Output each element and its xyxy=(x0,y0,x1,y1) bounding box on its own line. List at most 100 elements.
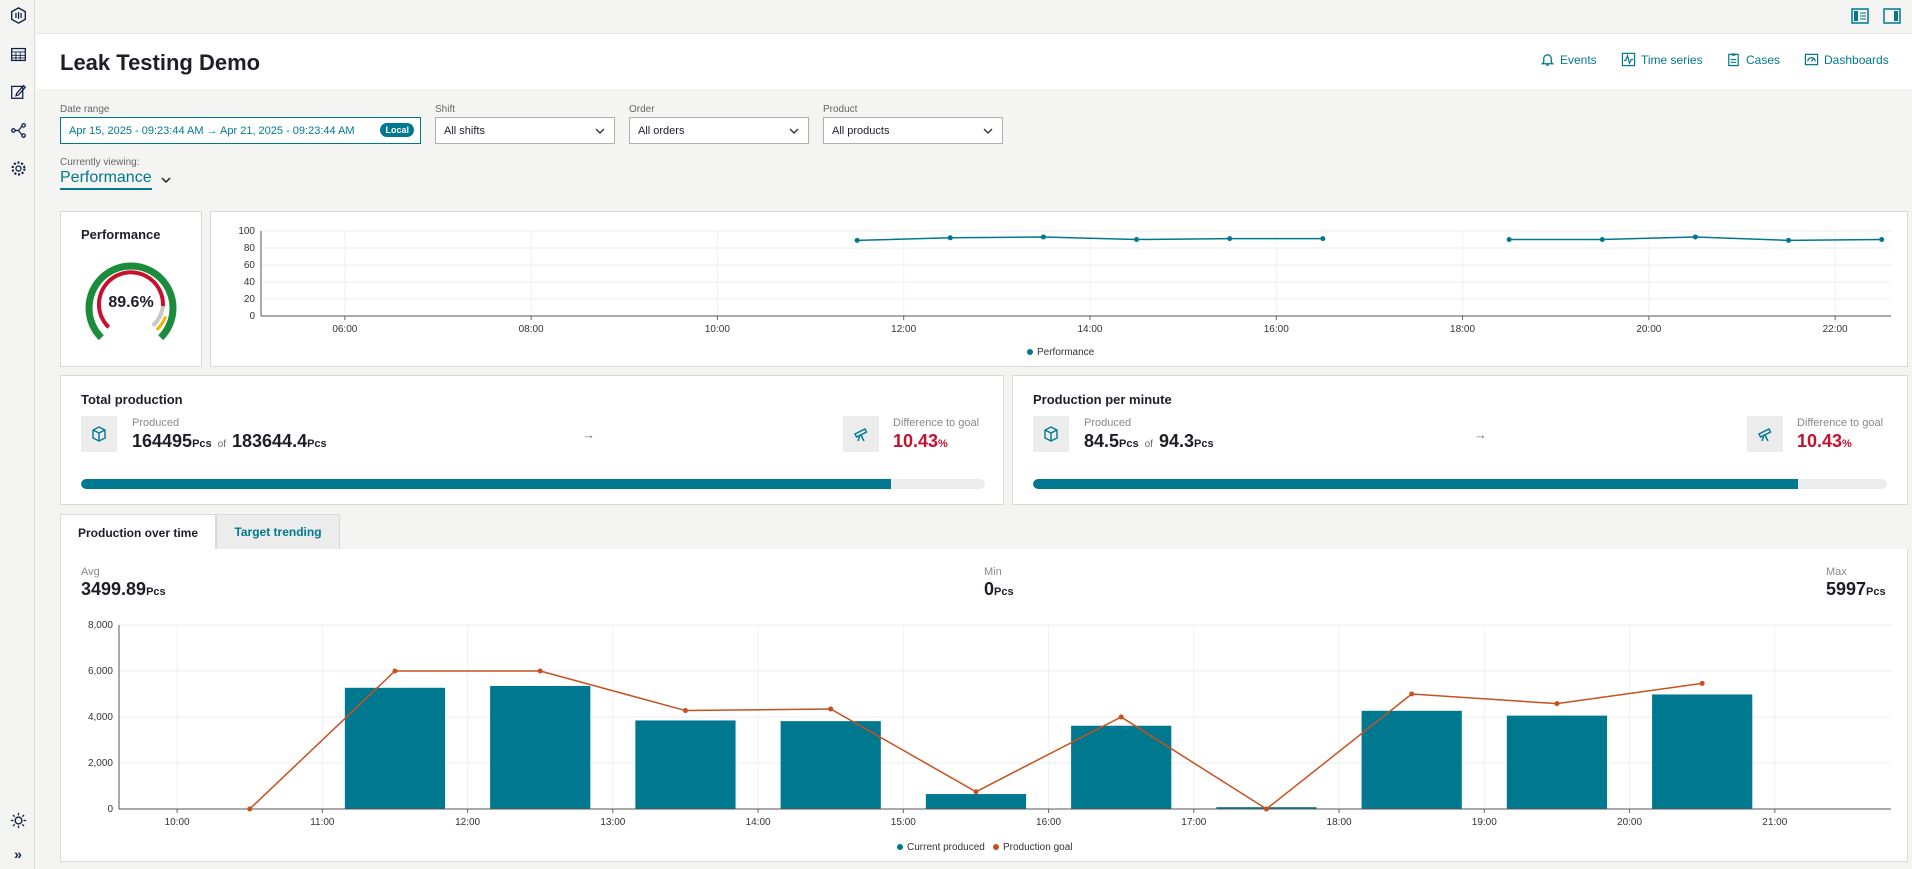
sidebar: » xyxy=(0,0,35,869)
nav-dashboards-label: Dashboards xyxy=(1824,52,1889,67)
avg-label: Avg xyxy=(81,566,100,578)
viewing-select[interactable]: Performance xyxy=(60,169,172,190)
share-nodes-icon[interactable] xyxy=(9,121,27,139)
y-tick-label: 80 xyxy=(244,243,256,254)
expand-icon[interactable]: » xyxy=(14,846,22,862)
x-tick-label: 16:00 xyxy=(1036,817,1061,828)
production-goal-point xyxy=(247,806,253,812)
performance-point xyxy=(1786,237,1792,243)
produced-label: Produced xyxy=(132,417,180,429)
nav-time-series[interactable]: Time series xyxy=(1621,52,1703,67)
bar-current-produced xyxy=(1361,710,1462,809)
y-tick-label: 8,000 xyxy=(88,620,113,631)
min-number: 0 xyxy=(984,579,995,599)
gear-icon[interactable] xyxy=(9,159,27,177)
top-strip xyxy=(36,0,1912,34)
nav-dashboards[interactable]: Dashboards xyxy=(1804,52,1889,67)
production-goal-point xyxy=(1554,701,1560,707)
x-tick-label: 14:00 xyxy=(1077,324,1102,335)
total-production-progress xyxy=(81,479,985,489)
tab-production-over-time[interactable]: Production over time xyxy=(60,514,216,550)
percent-label: % xyxy=(1842,438,1852,450)
x-tick-label: 11:00 xyxy=(310,817,335,828)
produced-label: Produced xyxy=(1084,417,1132,429)
total-production-title: Total production xyxy=(81,392,183,407)
order-select[interactable]: All orders xyxy=(629,117,809,144)
total-diff-value: 10.43% xyxy=(893,431,948,452)
of-label: of xyxy=(1144,439,1153,450)
x-tick-label: 12:00 xyxy=(455,817,480,828)
performance-point xyxy=(854,237,860,243)
production-combo-chart: 0 2,000 4,000 6,000 8,000 10:00 11:00 12:00 13:0… xyxy=(88,620,1891,853)
performance-line-chart: 0 20 40 60 80 100 06:00 08:00 10:00 12:00 14:00 16:… xyxy=(238,226,1891,358)
edit-icon[interactable] xyxy=(9,82,27,100)
product-select[interactable]: All products xyxy=(823,117,1003,144)
bar-current-produced xyxy=(925,794,1027,809)
total-diff-number: 10.43 xyxy=(893,431,939,451)
max-label: Max xyxy=(1826,566,1847,578)
calendar-grid-icon[interactable] xyxy=(9,45,27,63)
x-tick-label: 16:00 xyxy=(1264,324,1289,335)
app-logo-icon[interactable] xyxy=(9,6,27,24)
nav-events[interactable]: Events xyxy=(1540,52,1597,67)
panel-left-icon[interactable] xyxy=(1850,7,1870,25)
legend-label-goal: Production goal xyxy=(1003,842,1073,853)
tab-target-trending[interactable]: Target trending xyxy=(216,514,340,550)
performance-line xyxy=(857,236,1323,242)
production-goal-point xyxy=(1263,806,1269,812)
y-tick-label: 0 xyxy=(249,311,255,322)
page-header: Leak Testing Demo Events Time series Cas… xyxy=(36,34,1912,89)
performance-point xyxy=(1506,237,1512,242)
percent-label: % xyxy=(938,438,948,450)
sun-icon[interactable] xyxy=(9,811,27,829)
bar-current-produced xyxy=(1071,725,1172,809)
nav-events-label: Events xyxy=(1560,52,1597,67)
production-per-minute-card: Production per minute Produced 84.5Pcs of… xyxy=(1012,375,1908,505)
box-icon xyxy=(1033,416,1069,452)
x-tick-label: 12:00 xyxy=(891,324,916,335)
bar-current-produced xyxy=(1506,715,1608,809)
page-title: Leak Testing Demo xyxy=(60,50,261,75)
ppm-diff-value: 10.43% xyxy=(1797,431,1852,452)
x-tick-label: 19:00 xyxy=(1472,817,1497,828)
legend-marker-current xyxy=(897,844,903,850)
nav-cases-label: Cases xyxy=(1746,52,1781,67)
bar-current-produced xyxy=(780,721,881,809)
performance-gauge xyxy=(85,262,177,341)
production-goal-point xyxy=(828,706,834,712)
unit-label: Pcs xyxy=(146,586,166,598)
y-tick-label: 6,000 xyxy=(88,666,113,677)
performance-point xyxy=(1040,234,1046,240)
ppm-goal-number: 94.3 xyxy=(1158,431,1195,451)
arrow-right-icon: → xyxy=(1474,427,1487,442)
performance-point xyxy=(1320,236,1326,242)
bar-current-produced xyxy=(635,720,736,809)
x-tick-label: 10:00 xyxy=(705,324,730,335)
x-tick-label: 22:00 xyxy=(1823,324,1848,335)
legend-label: Performance xyxy=(1037,347,1095,358)
date-range-value: Apr 15, 2025 - 09:23:44 AM → Apr 21, 202… xyxy=(69,124,355,137)
total-produced-number: 164495 xyxy=(132,431,193,451)
chevron-down-icon xyxy=(983,128,993,134)
diff-goal-label: Difference to goal xyxy=(893,417,980,429)
legend-marker-goal xyxy=(993,844,999,850)
total-production-progress-fill xyxy=(81,479,891,489)
production-goal-point xyxy=(1118,714,1124,720)
ppm-diff-number: 10.43 xyxy=(1797,431,1843,451)
shift-select[interactable]: All shifts xyxy=(435,117,615,144)
unit-label: Pcs xyxy=(1866,586,1886,598)
date-range-input[interactable]: Apr 15, 2025 - 09:23:44 AM → Apr 21, 202… xyxy=(60,117,421,144)
unit-label: Pcs xyxy=(1119,438,1139,450)
total-produced-value: 164495Pcs of 183644.4Pcs xyxy=(132,431,327,452)
panel-right-icon[interactable] xyxy=(1882,7,1902,25)
y-tick-label: 100 xyxy=(238,226,255,237)
x-tick-label: 20:00 xyxy=(1617,817,1642,828)
diff-goal-label: Difference to goal xyxy=(1797,417,1884,429)
nav-time-series-label: Time series xyxy=(1641,52,1703,67)
ppm-produced-number: 84.5 xyxy=(1084,431,1120,451)
unit-label: Pcs xyxy=(307,438,327,450)
max-number: 5997 xyxy=(1826,579,1867,599)
nav-cases[interactable]: Cases xyxy=(1726,52,1780,67)
bar-current-produced xyxy=(1652,694,1753,809)
x-tick-label: 18:00 xyxy=(1450,324,1475,335)
